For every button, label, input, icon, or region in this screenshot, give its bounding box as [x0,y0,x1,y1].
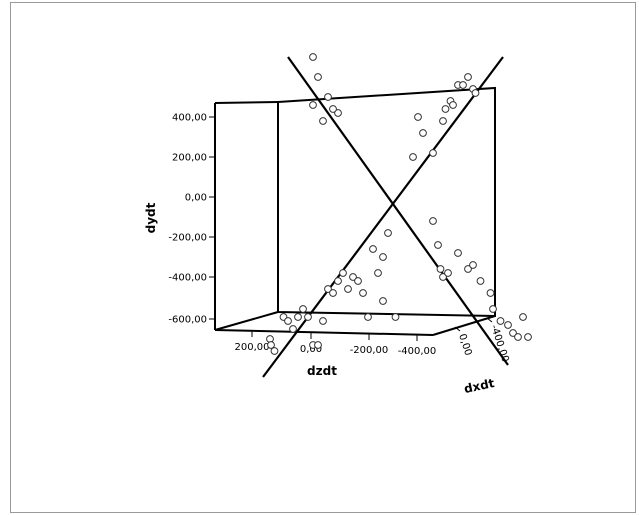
data-point [379,253,387,261]
data-point [369,245,377,253]
tick-layer: 400,00 200,00 0,00 -200,00 -400,00 -600,00 200… [168,113,510,364]
plot-box-back-face [277,86,496,318]
data-point [444,269,452,277]
plot-box-edge-front-bottom [214,329,434,336]
data-point [419,129,427,137]
data-point [464,265,472,273]
data-point [329,105,337,113]
data-point [364,313,372,321]
data-point [299,305,307,313]
data-point [284,317,292,325]
plot-box [214,86,496,336]
data-point [324,93,332,101]
y-tick-label: 200,00 [172,153,207,164]
data-point [294,313,302,321]
data-point [391,313,400,321]
data-points [266,53,532,355]
chart-frame [10,2,636,513]
data-point [289,325,297,333]
data-point [504,321,512,329]
data-point [464,73,472,81]
data-point [319,117,327,125]
data-point [349,273,357,281]
data-point [319,317,327,325]
data-point [496,317,505,325]
plot-box-edge-bottom-left [214,311,279,331]
data-point [434,241,442,249]
y-axis-title: dydt [144,202,158,233]
data-point [270,347,279,355]
x-axis-title: dzdt [307,364,337,378]
data-point [459,81,467,89]
data-point [429,149,437,157]
y-tick-label: -400,00 [168,273,207,284]
data-point [334,277,342,285]
z-axis-title: dxdt [463,376,496,396]
data-point [414,113,422,121]
data-point [514,333,522,341]
data-point [436,265,445,273]
data-point [519,313,527,321]
data-point [324,285,332,293]
data-point [314,341,322,349]
x-tick-label: 200,00 [235,342,270,353]
data-point [409,153,417,161]
data-point [379,297,387,305]
plot-box-edge-front-right [432,315,496,336]
x-tick-label: 0,00 [300,344,322,355]
y-tick-label: 0,00 [185,193,207,204]
z-tick-label: 0,00 [456,333,473,358]
data-point [454,249,462,257]
data-point [441,105,450,113]
data-point [339,269,347,277]
data-point [439,273,447,281]
y-tick-label: 400,00 [172,113,207,124]
y-tick-label: -600,00 [168,315,207,326]
data-point [476,277,485,285]
x-tick-label: -200,00 [350,345,389,356]
fit-line [262,56,504,378]
data-point [384,229,392,237]
data-point [329,289,337,297]
fit-lines [262,56,509,378]
data-point [334,109,342,117]
data-point [309,53,317,61]
data-point [471,89,480,97]
data-point [374,269,382,277]
z-tick-mark [454,326,461,332]
data-point [469,261,477,269]
data-point [359,289,367,297]
z-tick-mark [486,317,493,323]
data-point [486,289,495,297]
y-tick-label: -200,00 [168,233,207,244]
plot-box-edge-top-left [214,101,279,104]
data-point [309,101,317,109]
data-point [344,285,352,293]
fit-line [287,56,509,366]
x-tick-label: -400,00 [398,346,437,357]
data-point [509,329,517,337]
data-point [524,333,532,341]
data-point [267,341,275,349]
data-point [314,73,322,81]
data-point [489,305,497,313]
data-point [429,217,437,225]
data-point [439,117,447,125]
data-point [449,101,457,109]
data-point [304,313,312,321]
data-point [354,277,362,285]
